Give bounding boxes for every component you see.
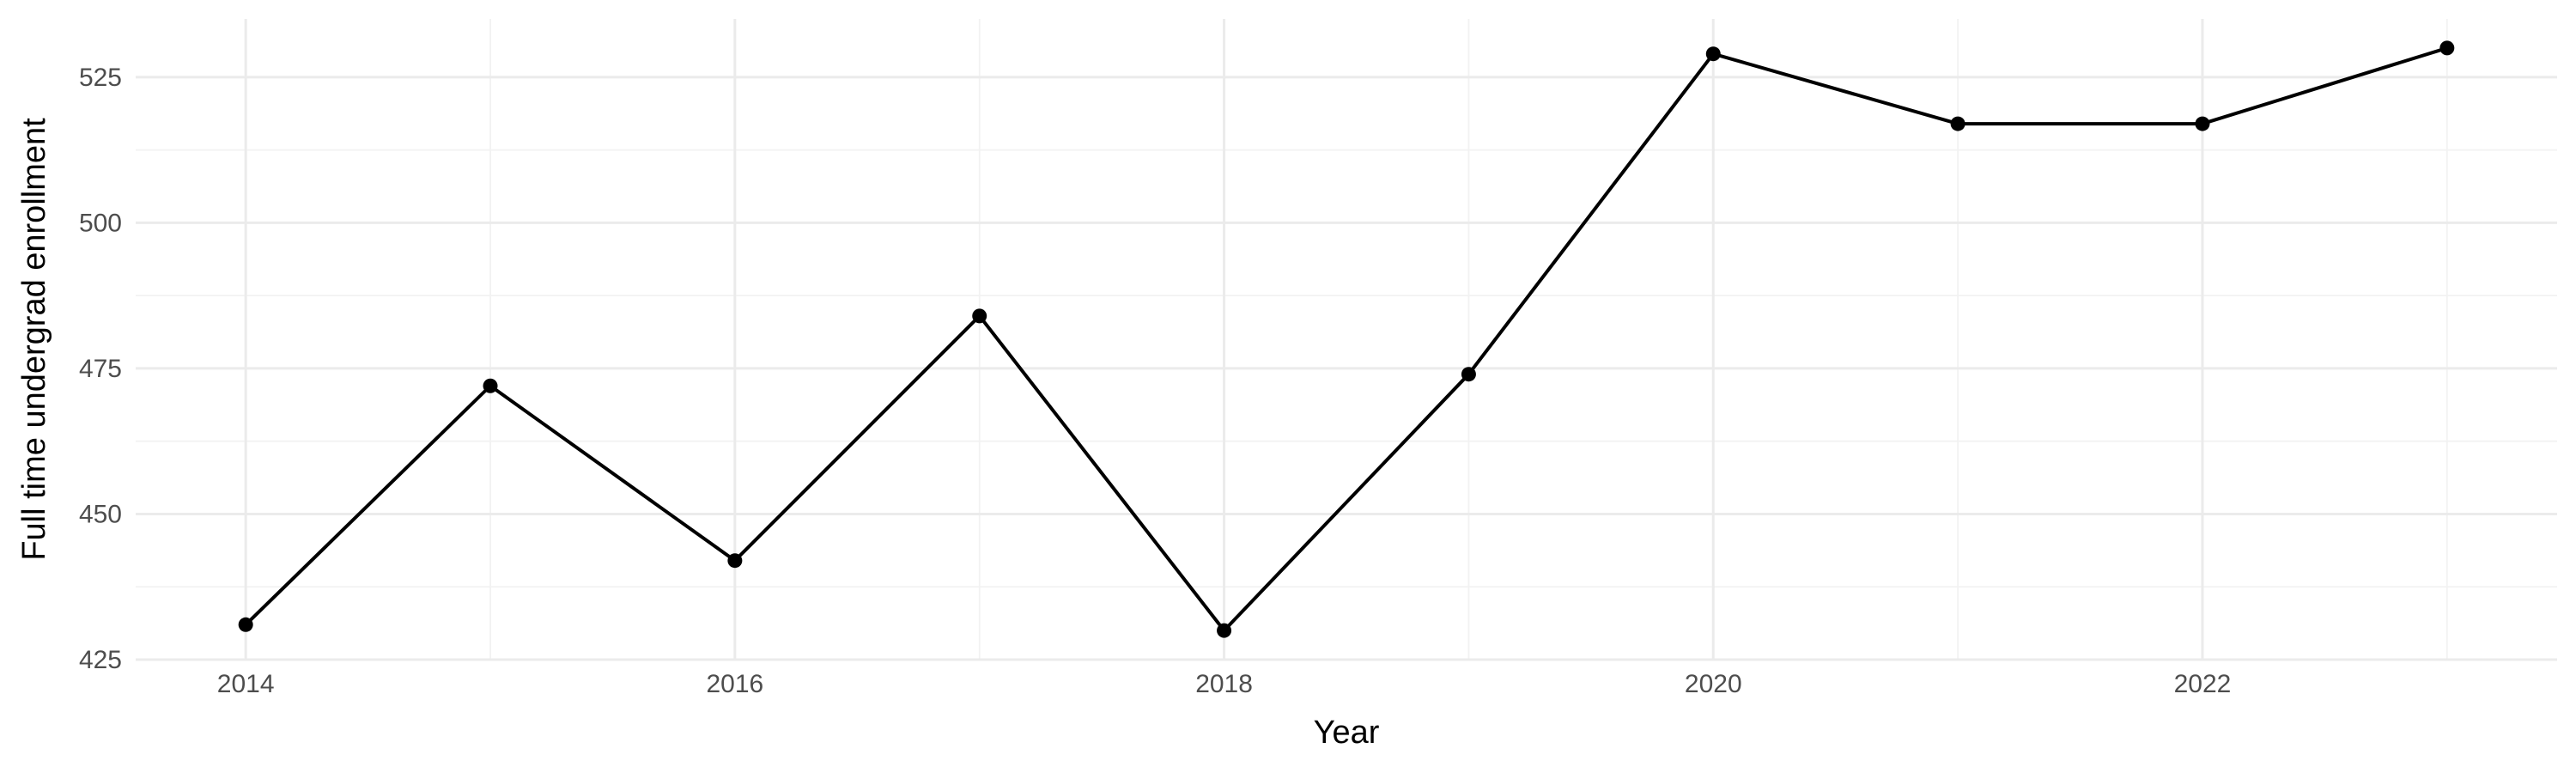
data-point: [1705, 46, 1721, 62]
data-point: [1217, 623, 1232, 638]
data-point: [1950, 116, 1965, 131]
y-tick-label: 500: [79, 209, 122, 237]
y-tick-label: 450: [79, 500, 122, 528]
x-axis-ticks: 2014 2016 2018 2020 2022: [217, 670, 2232, 698]
y-tick-label: 475: [79, 355, 122, 383]
y-tick-label: 525: [79, 64, 122, 92]
minor-gridlines: [136, 19, 2557, 660]
x-tick-label: 2016: [707, 670, 764, 698]
series-line: [244, 46, 2448, 633]
major-gridlines: [136, 19, 2557, 661]
data-point: [2195, 116, 2210, 131]
data-point: [1461, 367, 1476, 382]
x-tick-label: 2022: [2174, 670, 2232, 698]
data-point: [2439, 40, 2455, 56]
x-tick-label: 2020: [1685, 670, 1742, 698]
x-axis-title: Year: [1314, 715, 1380, 751]
y-axis-title: Full time undergrad enrollment: [16, 118, 52, 561]
data-point: [972, 308, 987, 324]
y-axis-ticks: 425 450 475 500 525: [79, 64, 122, 674]
data-point: [483, 378, 498, 393]
x-tick-label: 2018: [1195, 670, 1253, 698]
y-tick-label: 425: [79, 646, 122, 674]
data-point: [727, 553, 743, 569]
series-layer: [238, 40, 2455, 638]
data-point: [238, 617, 253, 632]
x-tick-label: 2014: [217, 670, 275, 698]
